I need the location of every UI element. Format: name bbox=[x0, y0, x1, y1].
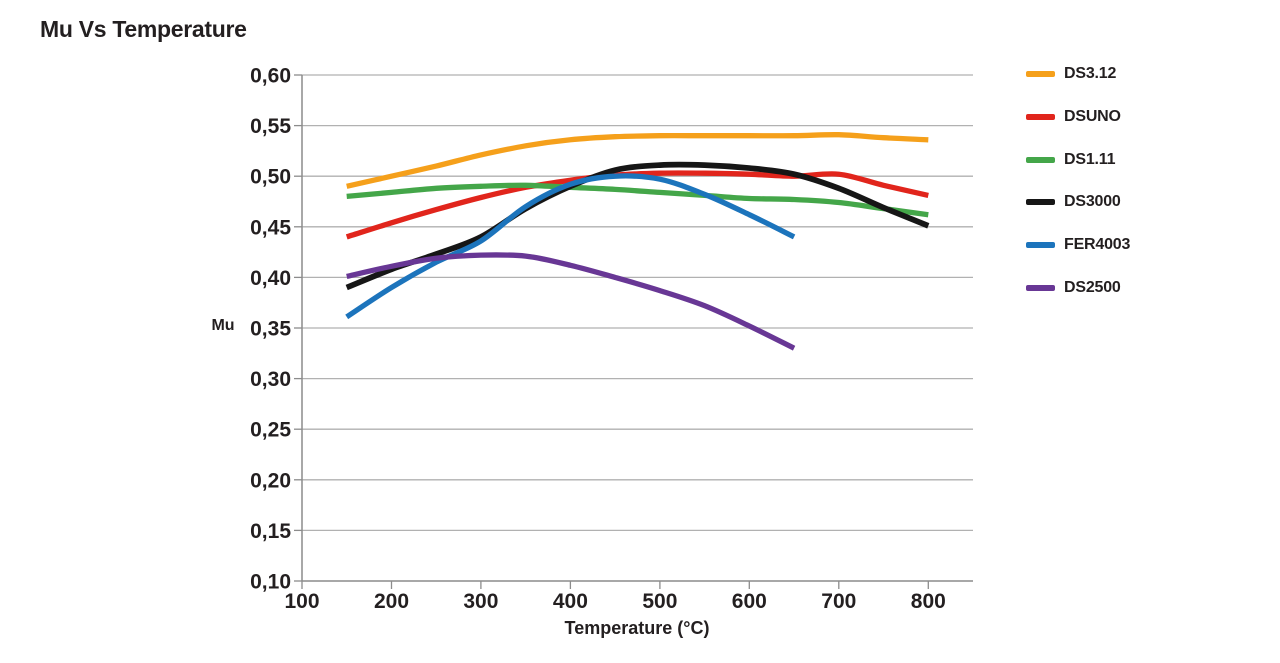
x-axis-label: Temperature (°C) bbox=[565, 618, 710, 638]
legend-swatch-fer4003 bbox=[1026, 242, 1055, 249]
legend-label: DS3.12 bbox=[1064, 65, 1117, 82]
legend-item-ds1-11: DS1.11 bbox=[1026, 151, 1115, 169]
legend-swatch-ds3000 bbox=[1026, 199, 1055, 206]
series-line-fer4003 bbox=[345, 173, 796, 320]
series-line-ds2500 bbox=[346, 252, 796, 351]
y-tick-label: 0,50 bbox=[250, 166, 291, 189]
tick-labels: 0,60 0,55 0,50 0,45 0,40 0,35 0,30 0,25 0,20 0,15… bbox=[250, 65, 946, 614]
y-tick-label: 0,25 bbox=[250, 419, 291, 442]
series-lines bbox=[345, 132, 930, 351]
y-tick-label: 0,35 bbox=[250, 318, 291, 341]
legend-item-ds3000: DS3000 bbox=[1026, 193, 1121, 211]
y-tick-label: 0,40 bbox=[250, 267, 291, 290]
legend-swatch-ds2500 bbox=[1026, 285, 1055, 291]
legend-label: DS1.11 bbox=[1064, 150, 1116, 168]
legend-item-ds2500: DS2500 bbox=[1026, 279, 1121, 297]
y-tick-label: 0,55 bbox=[250, 115, 291, 138]
series-line-ds1-11 bbox=[346, 182, 929, 218]
legend-swatch-dsuno bbox=[1026, 113, 1055, 120]
y-tick-label: 0,15 bbox=[250, 520, 291, 543]
legend-swatch-ds1-11 bbox=[1026, 156, 1055, 163]
y-axis-label: Mu bbox=[211, 317, 234, 334]
series-line-ds3-12 bbox=[346, 132, 929, 189]
axes bbox=[294, 74, 973, 589]
legend-label: DS2500 bbox=[1064, 279, 1121, 296]
legend-item-dsuno: DSUNO bbox=[1026, 108, 1121, 126]
x-tick-label: 100 bbox=[284, 590, 319, 613]
y-tick-label: 0,30 bbox=[250, 368, 291, 391]
x-tick-label: 200 bbox=[374, 590, 409, 613]
x-tick-label: 400 bbox=[553, 590, 588, 613]
x-tick-label: 500 bbox=[642, 590, 677, 613]
legend-item-ds3-12: DS3.12 bbox=[1026, 65, 1116, 83]
legend-label: DS3000 bbox=[1064, 193, 1121, 211]
x-tick-label: 300 bbox=[463, 590, 498, 613]
x-tick-label: 700 bbox=[821, 590, 856, 613]
y-tick-label: 0,20 bbox=[250, 469, 291, 492]
legend-label: FER4003 bbox=[1064, 236, 1131, 254]
x-tick-label: 800 bbox=[911, 590, 946, 613]
gridlines bbox=[302, 74, 973, 532]
y-tick-label: 0,60 bbox=[250, 65, 291, 88]
series-line-ds3000 bbox=[345, 161, 930, 291]
legend-label: DSUNO bbox=[1064, 107, 1121, 125]
y-tick-label: 0,45 bbox=[250, 216, 291, 239]
legend-swatch-ds3-12 bbox=[1026, 71, 1055, 77]
chart-title: Mu Vs Temperature bbox=[40, 16, 247, 42]
legend-item-fer4003: FER4003 bbox=[1026, 236, 1130, 254]
x-tick-label: 600 bbox=[732, 590, 767, 613]
y-tick-label: 0,10 bbox=[250, 571, 291, 594]
